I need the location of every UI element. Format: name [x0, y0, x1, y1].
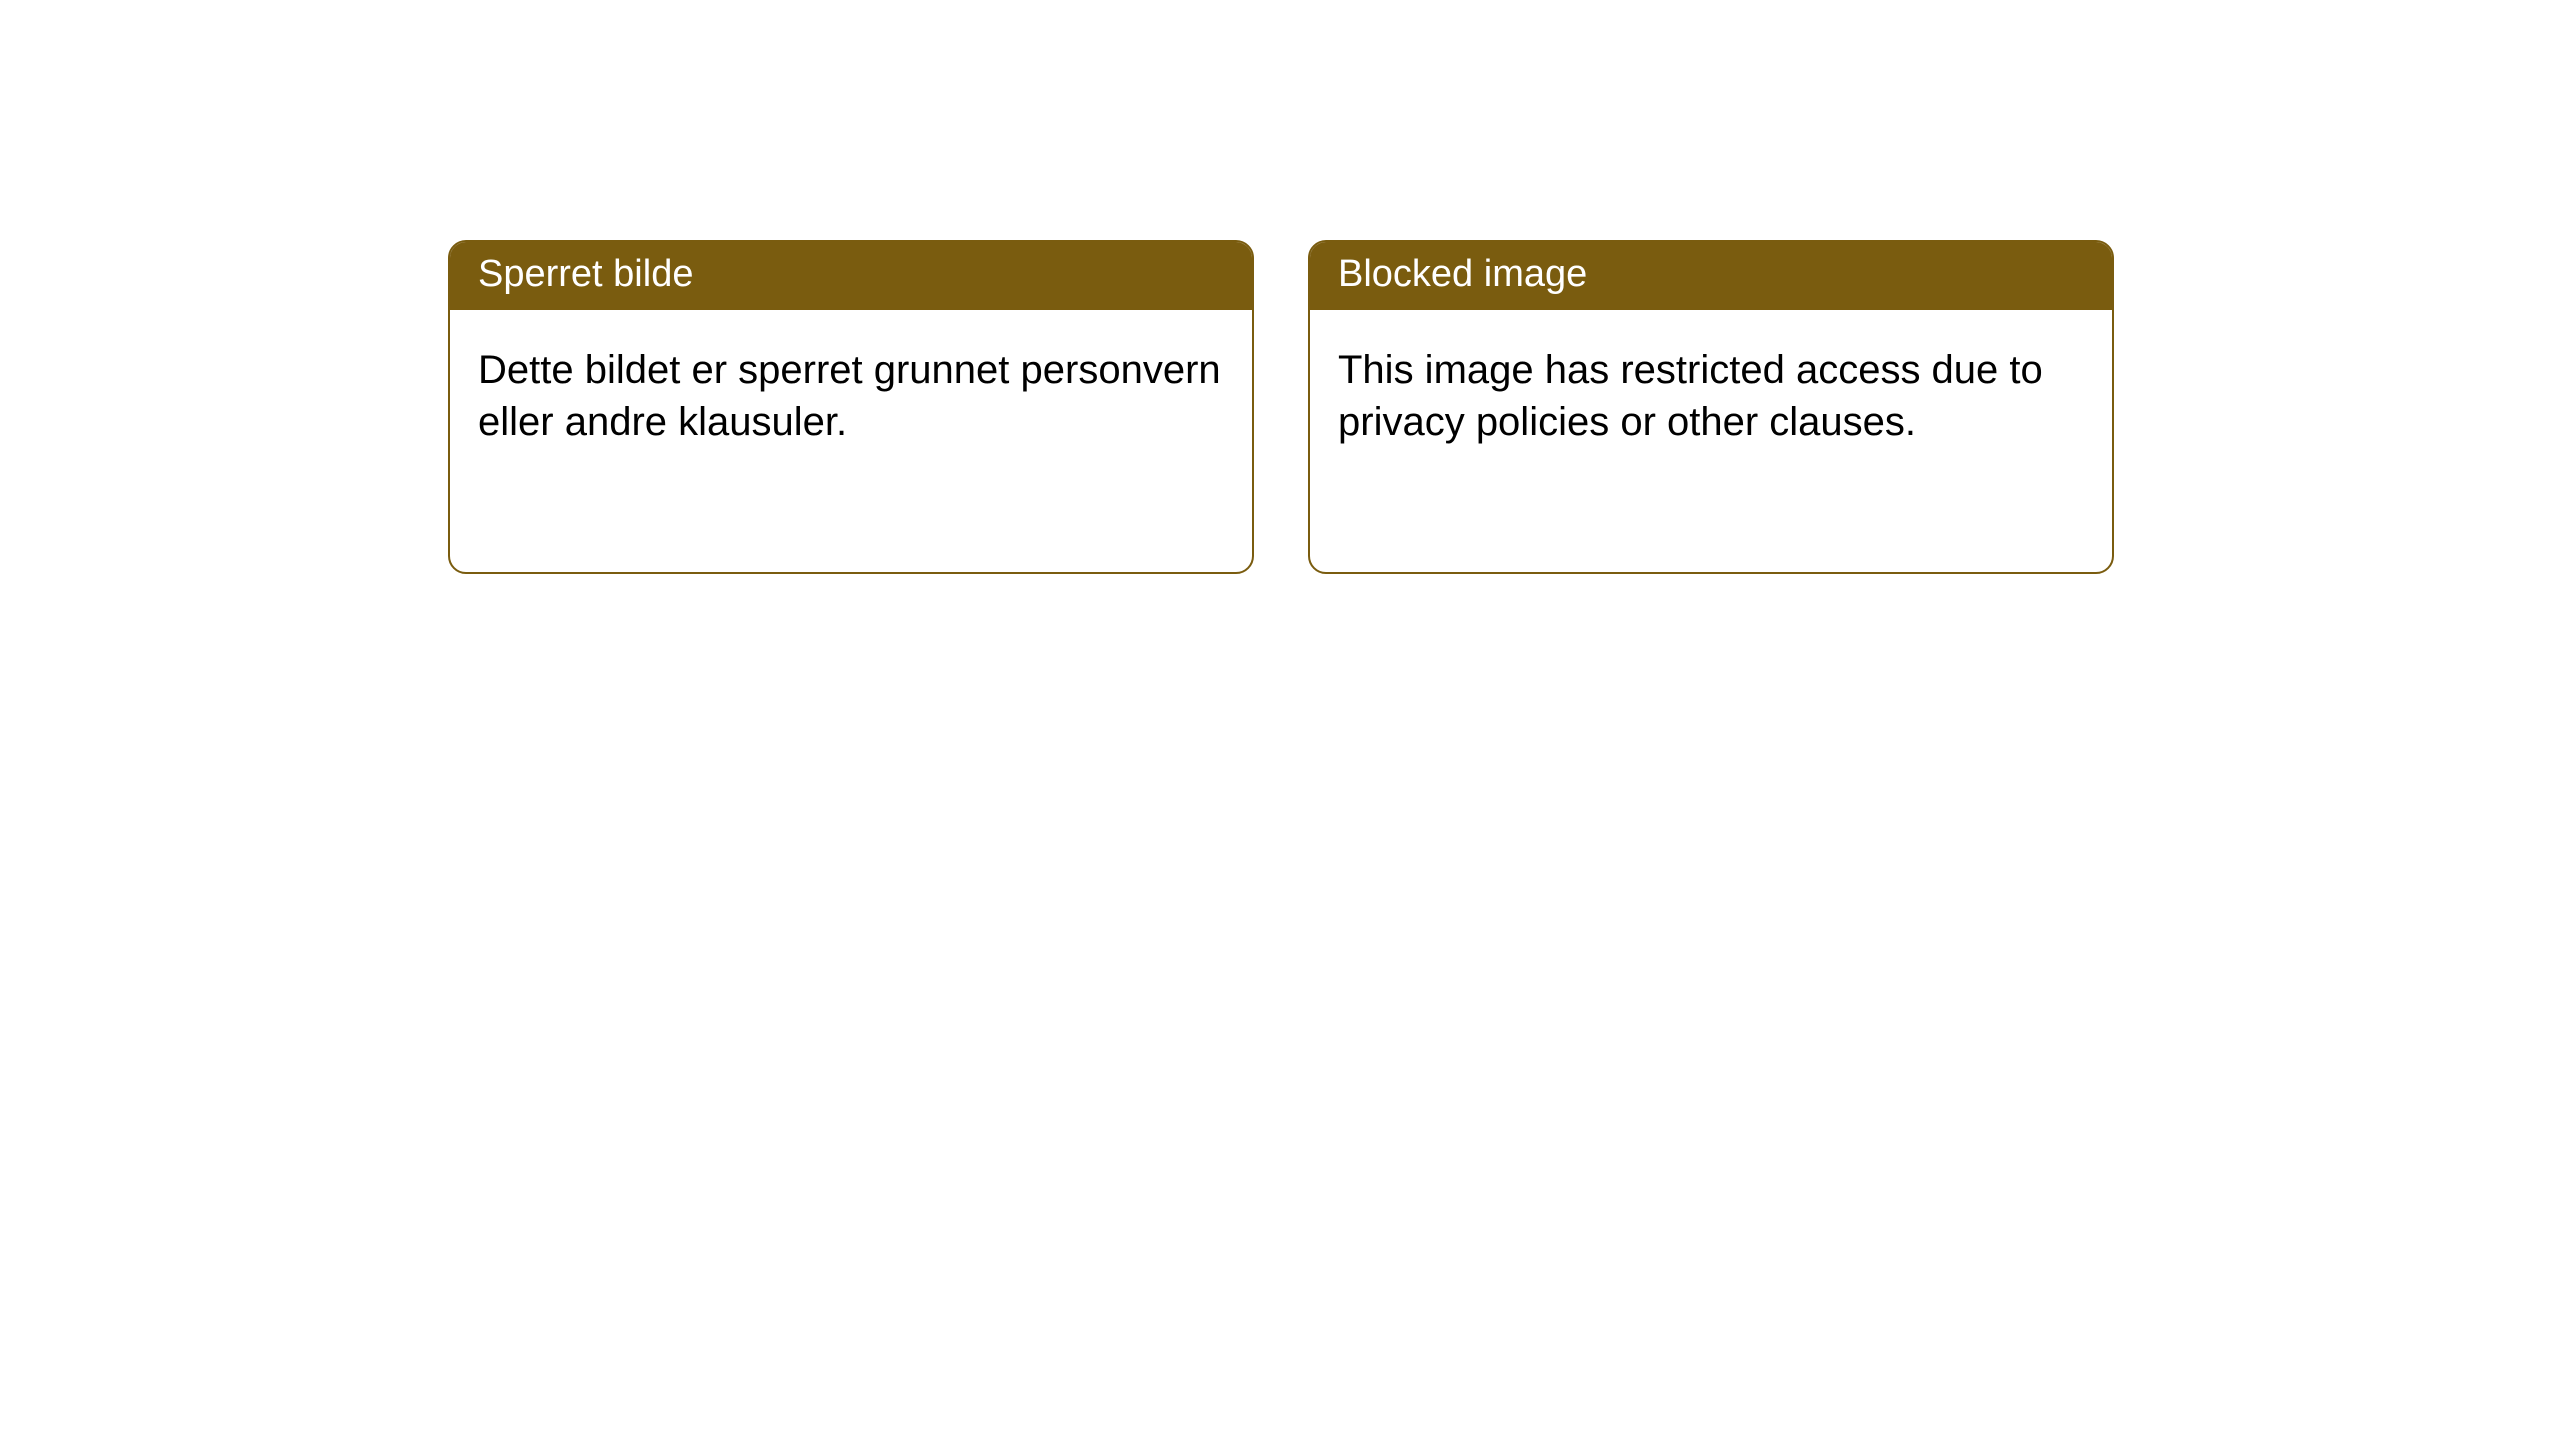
- notice-header: Blocked image: [1310, 242, 2112, 310]
- notice-body: Dette bildet er sperret grunnet personve…: [450, 310, 1252, 482]
- notice-card-norwegian: Sperret bilde Dette bildet er sperret gr…: [448, 240, 1254, 574]
- notice-header: Sperret bilde: [450, 242, 1252, 310]
- notice-card-english: Blocked image This image has restricted …: [1308, 240, 2114, 574]
- notice-container: Sperret bilde Dette bildet er sperret gr…: [0, 0, 2560, 574]
- notice-body: This image has restricted access due to …: [1310, 310, 2112, 482]
